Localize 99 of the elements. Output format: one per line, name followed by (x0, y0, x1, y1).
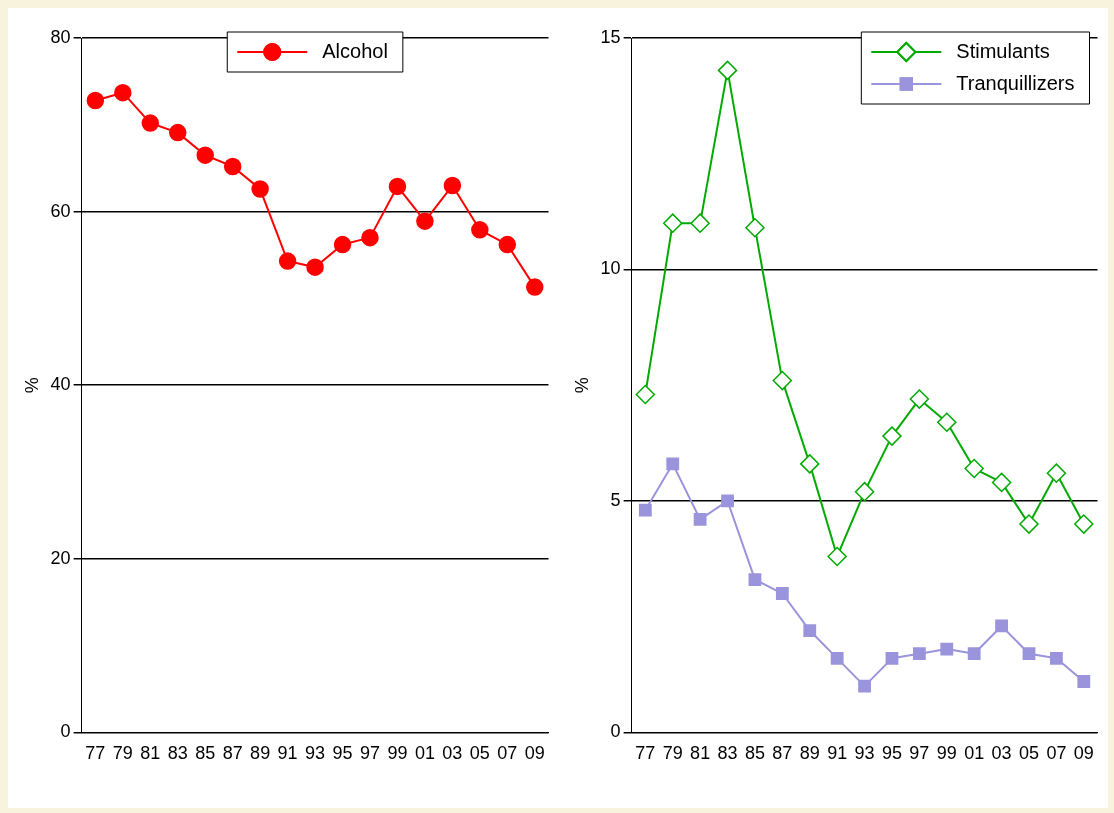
point (909, 389, 930, 409)
point (964, 458, 984, 479)
legend-label: Tranquillizers (956, 71, 1075, 94)
y-axis-title: % (21, 377, 42, 394)
x-tick-label: 85 (195, 743, 216, 764)
point (912, 647, 926, 661)
point (1022, 647, 1036, 661)
x-tick-label: 09 (524, 743, 545, 764)
point (168, 123, 187, 142)
point (937, 412, 957, 432)
x-tick-label: 97 (909, 743, 930, 764)
x-tick-label: 79 (112, 743, 133, 764)
point (745, 218, 765, 238)
x-tick-label: 91 (827, 743, 848, 764)
point (991, 472, 1012, 493)
legend-label: Stimulants (956, 39, 1050, 62)
x-tick-label: 95 (881, 743, 902, 764)
x-tick-label: 01 (414, 743, 435, 764)
point (471, 221, 489, 239)
x-tick-label: 93 (854, 743, 875, 764)
point (1077, 675, 1091, 688)
y-tick-label: 60 (50, 200, 71, 221)
x-tick-label: 93 (305, 743, 326, 764)
x-tick-label: 99 (387, 743, 408, 764)
x-tick-label: 03 (991, 743, 1012, 764)
y-tick-label: 0 (610, 721, 621, 742)
point (803, 624, 817, 637)
point (827, 546, 847, 567)
point (854, 481, 875, 502)
point (333, 235, 352, 254)
point (388, 177, 407, 196)
point (748, 573, 762, 587)
x-tick-label: 77 (85, 743, 106, 764)
point (775, 587, 789, 600)
y-tick-label: 15 (600, 26, 621, 47)
point (498, 235, 517, 254)
legend-label: Alcohol (322, 39, 388, 62)
point (278, 252, 297, 270)
point (1074, 514, 1094, 534)
x-tick-label: 95 (332, 743, 353, 764)
x-tick-label: 97 (359, 743, 380, 764)
y-axis-title: % (571, 377, 592, 394)
x-tick-label: 99 (936, 743, 957, 764)
x-tick-label: 85 (744, 743, 765, 764)
point (800, 454, 820, 474)
y-tick-label: 0 (60, 721, 71, 742)
point (690, 213, 710, 233)
point (967, 647, 981, 661)
point (1049, 651, 1063, 665)
point (306, 258, 324, 276)
point (721, 494, 734, 508)
point (251, 180, 269, 198)
point (196, 146, 214, 164)
x-tick-label: 05 (469, 743, 490, 764)
point (717, 60, 738, 81)
x-tick-label: 07 (1046, 743, 1067, 764)
point (635, 384, 656, 405)
x-tick-label: 07 (497, 743, 518, 764)
point (114, 83, 132, 102)
point (885, 651, 899, 665)
point (638, 503, 652, 517)
y-tick-label: 5 (610, 489, 621, 510)
point (882, 426, 902, 446)
x-tick-label: 01 (964, 743, 985, 764)
x-tick-label: 91 (277, 743, 298, 764)
point (693, 513, 707, 526)
x-tick-label: 81 (140, 743, 161, 764)
point (995, 619, 1008, 633)
x-tick-label: 05 (1018, 743, 1039, 764)
point (858, 679, 871, 693)
point (86, 91, 105, 110)
y-tick-label: 10 (600, 258, 621, 279)
point (1046, 463, 1067, 483)
point (662, 213, 683, 233)
point (940, 642, 954, 656)
x-tick-label: 79 (662, 743, 683, 764)
x-tick-label: 89 (799, 743, 820, 764)
point (1019, 514, 1039, 534)
x-tick-label: 83 (717, 743, 738, 764)
x-tick-label: 81 (690, 743, 711, 764)
point (141, 114, 160, 132)
x-tick-label: 03 (442, 743, 463, 764)
point (361, 228, 379, 247)
x-tick-label: 77 (635, 743, 656, 764)
x-tick-label: 83 (167, 743, 188, 764)
point (830, 651, 844, 665)
x-tick-label: 87 (772, 743, 793, 764)
x-tick-label: 89 (250, 743, 271, 764)
x-tick-label: 09 (1073, 743, 1094, 764)
x-tick-label: 87 (222, 743, 243, 764)
y-tick-label: 40 (50, 374, 71, 395)
point (416, 212, 434, 230)
y-tick-label: 80 (50, 26, 71, 47)
point (772, 370, 793, 391)
y-tick-label: 20 (50, 547, 71, 568)
point (443, 176, 462, 195)
point (526, 278, 544, 296)
point (223, 157, 242, 176)
point (666, 457, 680, 471)
